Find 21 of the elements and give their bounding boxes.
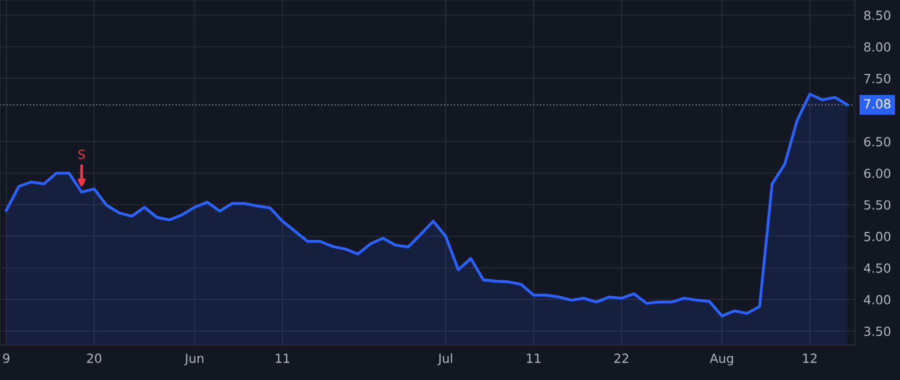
x-tick-label: 11 <box>276 354 290 363</box>
x-tick-label: Aug <box>710 354 733 366</box>
x-tick-label: Jun <box>184 354 204 366</box>
y-tick-label: 8.00 <box>864 42 890 52</box>
x-tick-label: 12 <box>803 354 817 363</box>
y-tick-label: 6.50 <box>864 137 890 146</box>
y-tick-label: 5.00 <box>864 232 890 242</box>
ref-line-label: 7.08 <box>864 99 890 109</box>
x-tick-label: 20 <box>87 354 102 364</box>
x-tick-label: 22 <box>614 354 628 363</box>
x-tick-label: Jul <box>438 353 452 366</box>
x-tick-label: 9 <box>3 354 10 364</box>
x-tick-label: 11 <box>527 354 540 363</box>
y-tick-label: 3.50 <box>864 326 890 336</box>
annotation: S <box>78 150 85 160</box>
y-tick-label: 6.00 <box>864 168 890 178</box>
y-tick-label: 4.00 <box>864 294 890 304</box>
y-tick-label: 5.50 <box>864 200 890 210</box>
y-tick-label: 4.50 <box>864 263 890 273</box>
y-tick-label: 8.50 <box>864 10 890 20</box>
y-tick-label: 7.50 <box>864 74 890 84</box>
